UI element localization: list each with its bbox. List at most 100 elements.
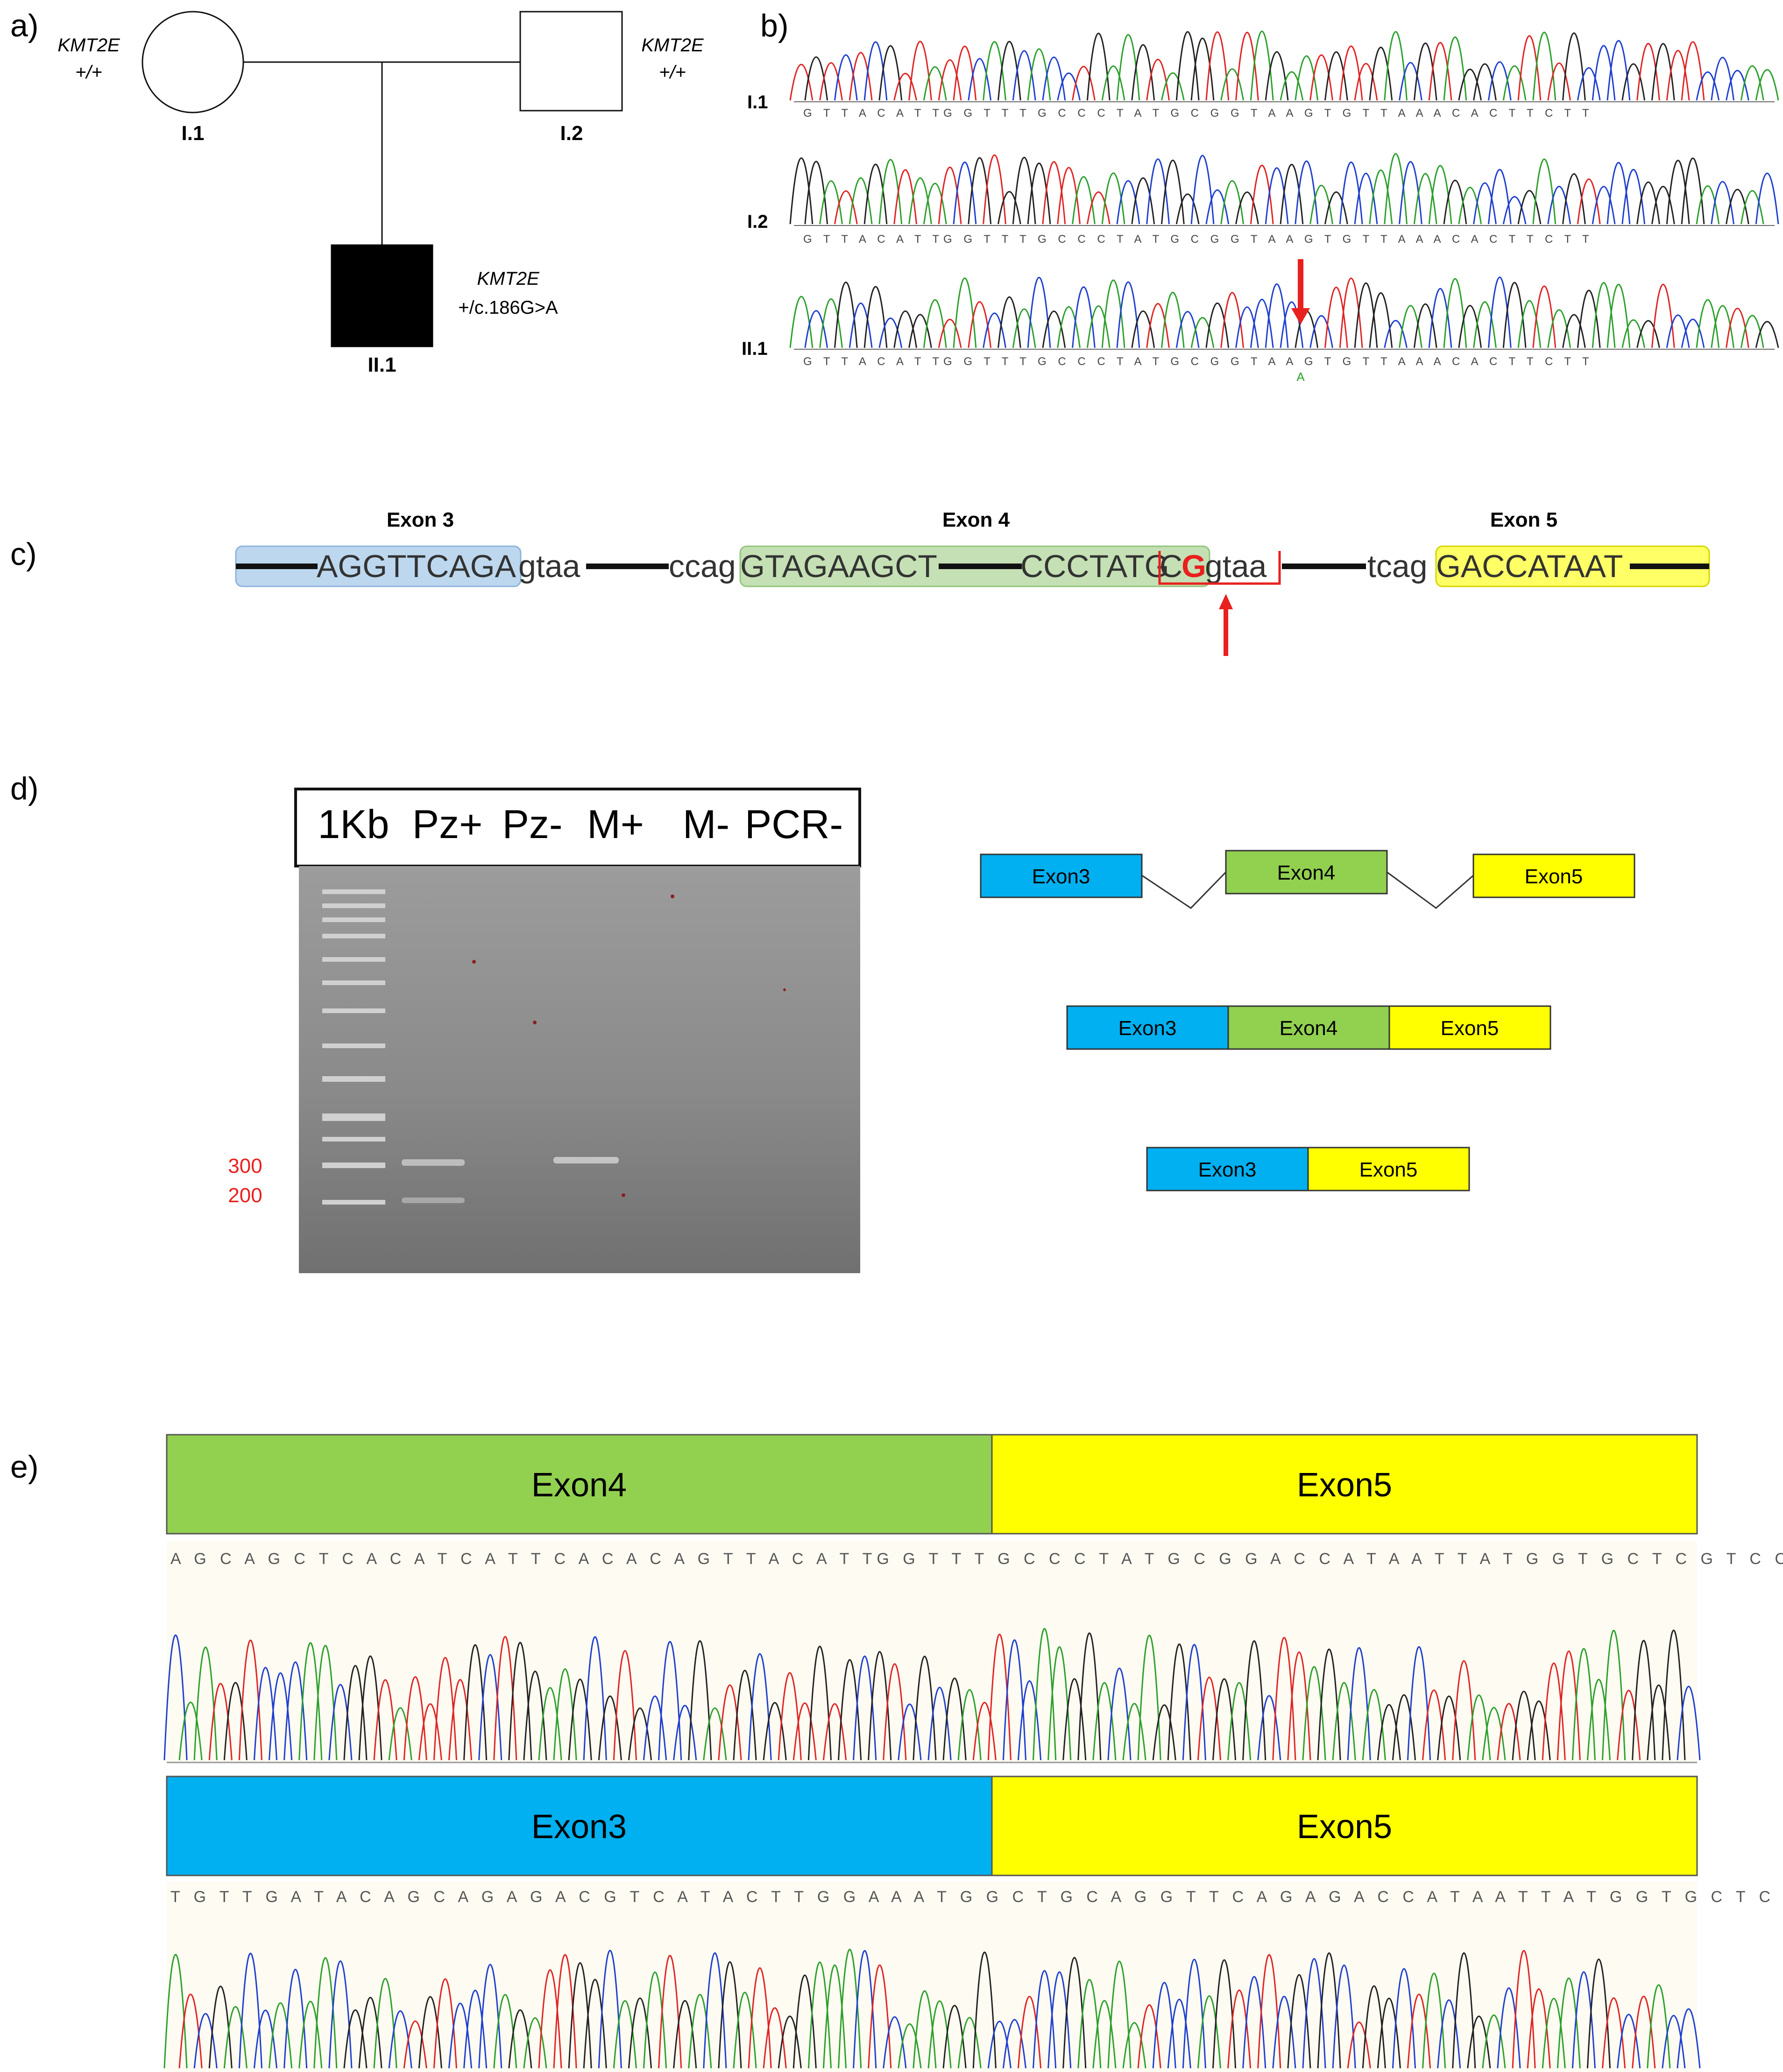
chromatogram-peak (1146, 303, 1170, 348)
chromatogram-peak (908, 314, 932, 348)
chromatogram-peak (1512, 1691, 1536, 1761)
splice-junction-1 (1141, 871, 1227, 909)
chromatogram-peak (1131, 177, 1155, 225)
chromatogram-peak (1647, 1684, 1671, 1761)
chromatogram-peak (1651, 185, 1675, 225)
chromatogram-peak (1443, 180, 1467, 225)
chromatogram-peak (1116, 180, 1140, 225)
chromatogram-peak (1681, 41, 1705, 101)
chromatogram-peak (1137, 1635, 1161, 1761)
chromatogram-peak (1384, 31, 1408, 101)
chromatogram-peak (1577, 67, 1601, 101)
chromatogram-peak (328, 1960, 353, 2069)
trace2-exon3-bar (166, 1776, 993, 1876)
chromatogram-peak (1413, 173, 1437, 225)
chromatogram-peak (819, 62, 843, 101)
panel-label-c: c) (10, 536, 37, 572)
chromatogram-peak (778, 1672, 802, 1761)
trace1-exon5-bar (991, 1434, 1698, 1535)
chromatogram-peak (1711, 305, 1734, 348)
chromatogram-peak (1101, 279, 1125, 348)
chromatogram-peak (328, 1684, 353, 1761)
skipped-transcript-exon3-label: Exon3 (1198, 1158, 1257, 1181)
pedigree-female-I1 (142, 11, 244, 113)
chromatogram-peak (1562, 173, 1586, 225)
chromatogram-peak (883, 2016, 907, 2069)
chromatogram-peak (789, 296, 814, 348)
gel-lane-pcr-minus: PCR- (745, 802, 843, 847)
chromatogram-peak (1473, 301, 1497, 348)
chromatogram-peak (688, 1640, 712, 1761)
gel-speck (472, 960, 476, 964)
chromatogram-peak (1002, 2019, 1026, 2069)
ladder-band (322, 980, 385, 985)
gel-lane-label-box (294, 788, 861, 867)
chromatogram-peak (763, 2007, 787, 2069)
chromatogram-peak (1287, 1974, 1311, 2069)
chromatogram-peak (1488, 61, 1512, 101)
alt-allele-label: A (1296, 370, 1305, 384)
chromatogram-peak (553, 1954, 577, 2069)
gel-speck (671, 895, 674, 898)
chromatogram-peak (807, 1645, 832, 1761)
chromatogram-peak (1354, 63, 1378, 101)
normal-transcript-exon5 (1388, 1005, 1551, 1050)
chromatogram-peak (1666, 160, 1690, 225)
ladder-band (322, 889, 385, 894)
chromatogram-peak (1190, 155, 1215, 225)
chromatogram-peak (1726, 189, 1749, 225)
chromatogram-peak (1077, 1632, 1102, 1761)
chromatogram-peak (223, 1682, 248, 1761)
chromatogram-peak (863, 41, 888, 101)
chromatogram-peak (923, 183, 947, 225)
splice-site-bracket (1158, 551, 1281, 585)
chromatogram-peak (1467, 2016, 1491, 2069)
chromatogram-peak (1227, 1989, 1252, 2069)
chromatogram-peak (703, 1707, 727, 1761)
chromatogram-peak (923, 299, 947, 348)
splice-diagram-exon5-label: Exon5 (1525, 865, 1583, 888)
chromatogram-peak (673, 2000, 697, 2069)
panel-label-d: d) (10, 771, 38, 806)
chromatogram-peak (792, 1702, 817, 1761)
chromatogram-peak (223, 2006, 248, 2069)
chromatogram-peak (313, 1645, 338, 1761)
chromatogram-peak (1146, 158, 1170, 225)
chromatogram-peak (1369, 292, 1393, 348)
chromatogram-peak (1086, 32, 1111, 101)
chromatogram-peak (193, 2013, 218, 2069)
chromatogram-peak (1384, 320, 1408, 348)
chromatogram-peak (1755, 69, 1779, 101)
chromatogram-peak (193, 1646, 218, 1761)
exon4-sequence-left: GTAGAAGCT (740, 549, 937, 584)
chromatogram-peak (998, 191, 1021, 225)
chromatogram-peak (1632, 1640, 1656, 1761)
chromatogram-peak (298, 2001, 323, 2069)
chromatogram-peak (1437, 1695, 1461, 1761)
chromatogram-peak (908, 177, 932, 225)
chromatogram-peak (1755, 172, 1779, 225)
chromatogram-peak (1651, 43, 1675, 101)
chromatogram-peak (343, 2009, 368, 2069)
pedigree-id-I2: I.2 (560, 122, 583, 145)
chromatogram-peak (1662, 1629, 1686, 1761)
chromatogram-peak (1057, 72, 1081, 101)
chromatogram-peak (238, 1952, 262, 2069)
chromatogram-peak (1167, 1643, 1191, 1761)
chromatogram-peak (1621, 319, 1646, 348)
chromatogram-peak (1175, 311, 1200, 348)
normal-transcript-exon4-label: Exon4 (1280, 1017, 1338, 1040)
chromatogram-peak (804, 310, 828, 348)
chromatogram-peak (923, 66, 947, 101)
chromatogram-peak (1092, 2000, 1117, 2069)
chromatogram-peak (733, 1670, 757, 1761)
skipped-transcript-exon5 (1307, 1147, 1470, 1191)
chromatogram-peak (358, 1997, 382, 2069)
chromatogram-peak (778, 2016, 802, 2069)
chromatogram-peak (403, 2020, 427, 2069)
chromatogram-peak (1586, 1959, 1611, 2069)
chromatogram-peak (269, 1672, 293, 1761)
chromatogram-peak (953, 277, 977, 348)
splice-diagram-exon4-label: Exon4 (1277, 861, 1336, 884)
chromatogram-peak (1107, 1960, 1132, 2069)
